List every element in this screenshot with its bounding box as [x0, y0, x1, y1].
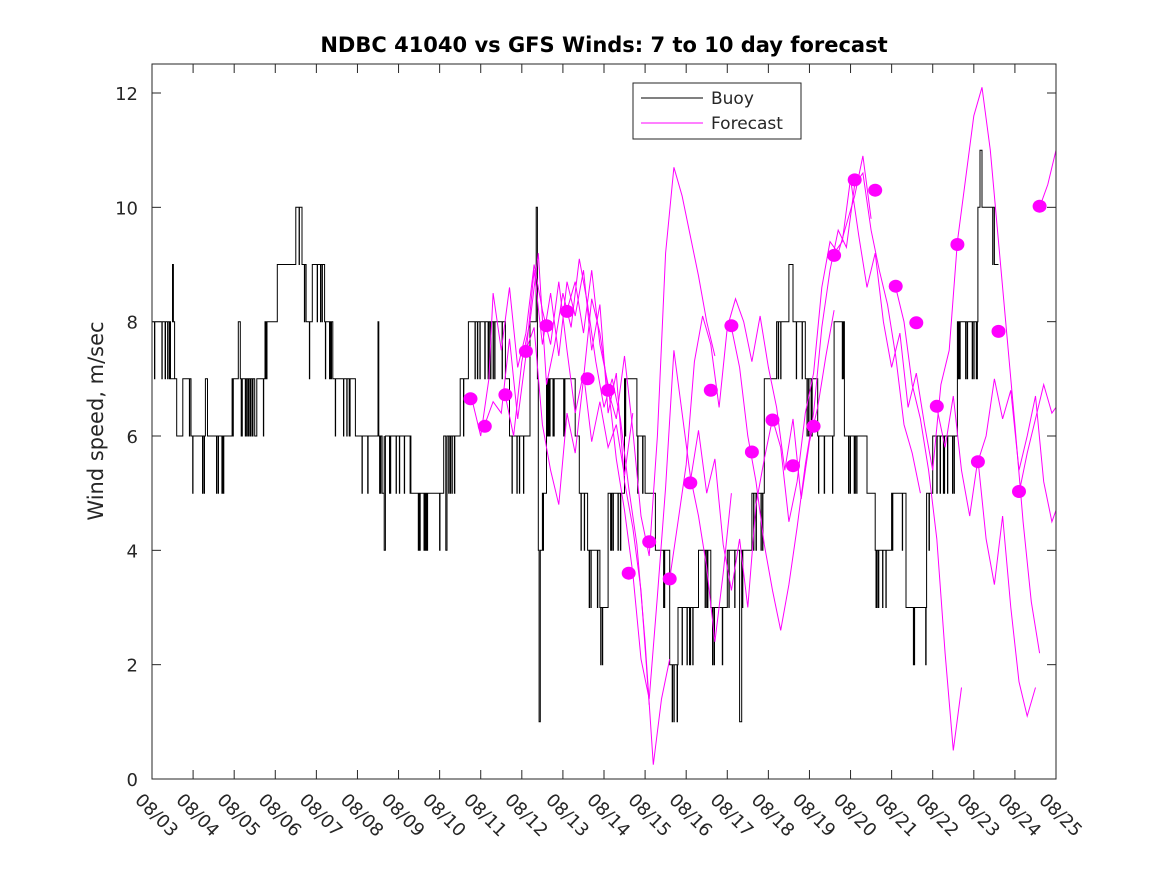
y-tick-label-6: 6: [127, 427, 138, 448]
x-tick-label-08-07: 08/07: [295, 790, 347, 842]
x-tick-label-08-05: 08/05: [213, 790, 265, 842]
x-tick-label-08-21: 08/21: [870, 790, 922, 842]
legend-forecast-label: Forecast: [711, 114, 783, 134]
forecast-marker-5: [539, 319, 554, 333]
forecast-marker-17: [786, 459, 800, 473]
x-tick-label-08-23: 08/23: [952, 790, 1004, 842]
y-tick-label-10: 10: [115, 198, 138, 219]
forecast-marker-12: [683, 476, 698, 490]
forecast-marker-8: [601, 383, 616, 397]
forecast-marker-13: [703, 383, 718, 397]
x-tick-label-08-03: 08/03: [130, 790, 182, 842]
forecast-series-line-4: [525, 167, 716, 557]
forecast-series-line-8: [730, 171, 921, 631]
y-tick-label-12: 12: [115, 84, 138, 105]
forecast-marker-19: [827, 248, 842, 262]
x-tick-label-08-04: 08/04: [172, 790, 224, 842]
forecast-series-line-6: [669, 297, 835, 579]
forecast-marker-2: [477, 419, 492, 433]
x-tick-label-08-17: 08/17: [706, 790, 758, 842]
x-tick-label-08-06: 08/06: [254, 790, 306, 842]
x-tick-label-08-10: 08/10: [418, 790, 470, 842]
x-tick-label-08-11: 08/11: [459, 790, 511, 842]
forecast-marker-22: [888, 279, 903, 293]
forecast-marker-9: [621, 566, 636, 580]
forecast-series-line-11: [936, 395, 1036, 719]
legend-buoy-label: Buoy: [711, 89, 754, 109]
forecast-marker-26: [970, 455, 985, 469]
forecast-marker-4: [518, 344, 533, 358]
forecast-marker-27: [991, 324, 1006, 338]
forecast-marker-15: [744, 445, 759, 459]
forecast-marker-10: [642, 535, 657, 549]
forecast-series-line-14: [1039, 150, 1056, 208]
forecast-marker-28: [1012, 485, 1026, 498]
forecast-series-line-10: [895, 287, 962, 751]
x-tick-label-08-15: 08/15: [624, 790, 676, 842]
forecast-marker-23: [909, 316, 924, 330]
x-tick-label-08-12: 08/12: [500, 790, 552, 842]
y-tick-label-8: 8: [127, 313, 138, 334]
forecast-marker-21: [868, 183, 883, 197]
forecast-marker-24: [929, 399, 944, 413]
y-tick-label-4: 4: [127, 541, 138, 562]
plot-area: [152, 87, 1056, 765]
forecast-marker-1: [463, 392, 478, 406]
forecast-series-line-9: [833, 87, 1041, 654]
y-tick-label-0: 0: [127, 770, 138, 791]
legend-box: [632, 82, 802, 140]
forecast-marker-18: [806, 419, 821, 433]
forecast-marker-25: [950, 238, 965, 251]
x-tick-label-08-22: 08/22: [911, 790, 963, 842]
forecast-marker-11: [662, 572, 677, 586]
forecast-marker-29: [1032, 199, 1047, 213]
x-tick-label-08-20: 08/20: [829, 790, 881, 842]
forecast-marker-3: [498, 388, 513, 402]
x-tick-label-08-08: 08/08: [336, 790, 388, 842]
forecast-marker-16: [765, 413, 780, 427]
forecast-series-line-2: [484, 270, 650, 705]
x-tick-label-08-16: 08/16: [665, 790, 717, 842]
x-tick-label-08-19: 08/19: [788, 790, 840, 842]
forecast-series-line-5: [566, 270, 732, 700]
x-tick-label-08-09: 08/09: [377, 790, 429, 842]
forecast-marker-7: [580, 372, 595, 386]
x-tick-label-08-14: 08/14: [582, 790, 634, 842]
forecast-series-line-1: [472, 264, 634, 477]
chart-title: NDBC 41040 vs GFS Winds: 7 to 10 day for…: [320, 33, 887, 57]
y-tick-label-2: 2: [127, 656, 138, 677]
buoy-series-line: [152, 149, 999, 723]
forecast-marker-14: [724, 319, 739, 333]
legend: Buoy Forecast: [632, 82, 802, 140]
forecast-series-line-13: [1018, 382, 1056, 494]
x-tick-label-08-13: 08/13: [541, 790, 593, 842]
x-tick-label-08-25: 08/25: [1034, 790, 1086, 842]
x-tick-label-08-24: 08/24: [993, 790, 1045, 842]
x-tick-label-08-18: 08/18: [747, 790, 799, 842]
forecast-marker-20: [847, 173, 862, 187]
forecast-marker-6: [560, 304, 574, 318]
y-axis-label: Wind speed, m/sec: [84, 321, 108, 520]
forecast-series-line-12: [977, 378, 1056, 524]
